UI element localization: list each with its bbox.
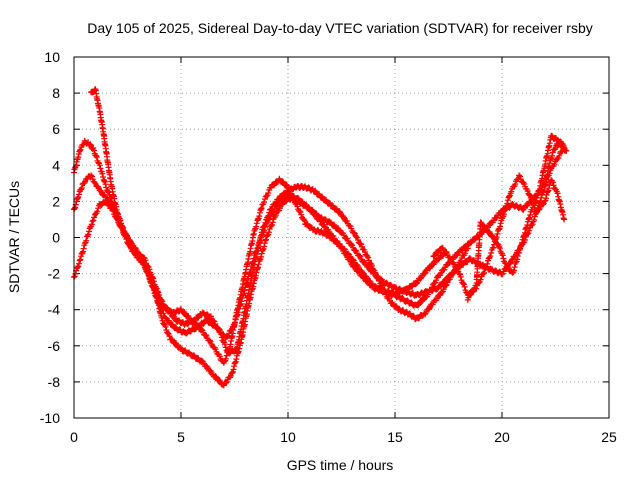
y-tick-label: -4 xyxy=(48,302,61,318)
series-markers xyxy=(464,132,570,303)
series-track-c xyxy=(71,144,568,342)
series-markers xyxy=(71,183,471,357)
series-markers xyxy=(71,137,450,366)
y-tick-label: 6 xyxy=(52,121,60,137)
y-tick-label: 4 xyxy=(52,157,60,173)
series-track-f xyxy=(464,132,570,303)
data-points xyxy=(71,86,570,389)
series-track-d xyxy=(71,183,471,357)
x-tick-label: 0 xyxy=(70,429,78,445)
x-tick-label: 15 xyxy=(387,429,403,445)
y-tick-label: -8 xyxy=(48,374,61,390)
plot-frame xyxy=(73,56,610,419)
x-tick-label: 25 xyxy=(601,429,617,445)
series-track-a xyxy=(71,137,450,366)
grid-lines xyxy=(74,57,609,418)
y-tick-label: -10 xyxy=(40,410,60,426)
y-tick-label: 10 xyxy=(44,49,60,65)
y-axis-label: SDTVAR / TECUs xyxy=(6,181,22,293)
x-tick-label: 10 xyxy=(280,429,296,445)
x-axis-label: GPS time / hours xyxy=(287,457,394,473)
y-tick-label: 2 xyxy=(52,193,60,209)
axis-ticks: 0 5 10 15 20 25 -10 -8 -6 -4 -2 0 2 4 6 8 10 xyxy=(40,49,617,445)
y-tick-label: 0 xyxy=(52,230,60,246)
y-tick-label: -2 xyxy=(48,266,61,282)
chart-title: Day 105 of 2025, Sidereal Day-to-day VTE… xyxy=(87,20,593,36)
series-markers xyxy=(71,144,568,342)
y-tick-label: -6 xyxy=(48,338,61,354)
y-tick-label: 8 xyxy=(52,85,60,101)
x-tick-label: 20 xyxy=(494,429,510,445)
x-tick-label: 5 xyxy=(177,429,185,445)
